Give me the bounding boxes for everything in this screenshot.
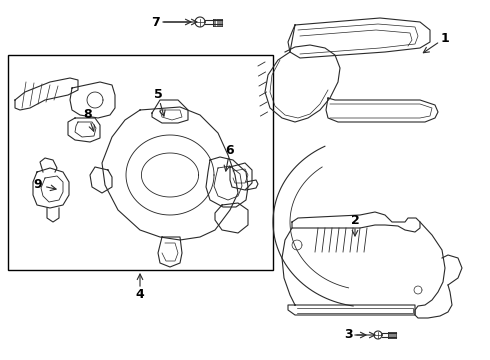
Text: 8: 8 (84, 108, 92, 122)
Text: 7: 7 (150, 15, 159, 28)
Text: 2: 2 (351, 213, 359, 226)
Text: 6: 6 (226, 144, 234, 157)
Text: 3: 3 (343, 328, 352, 342)
Text: 4: 4 (136, 288, 145, 302)
Text: 9: 9 (34, 179, 42, 192)
Bar (8, 55, 273, 270)
Text: 5: 5 (154, 89, 162, 102)
Text: 1: 1 (441, 31, 449, 45)
